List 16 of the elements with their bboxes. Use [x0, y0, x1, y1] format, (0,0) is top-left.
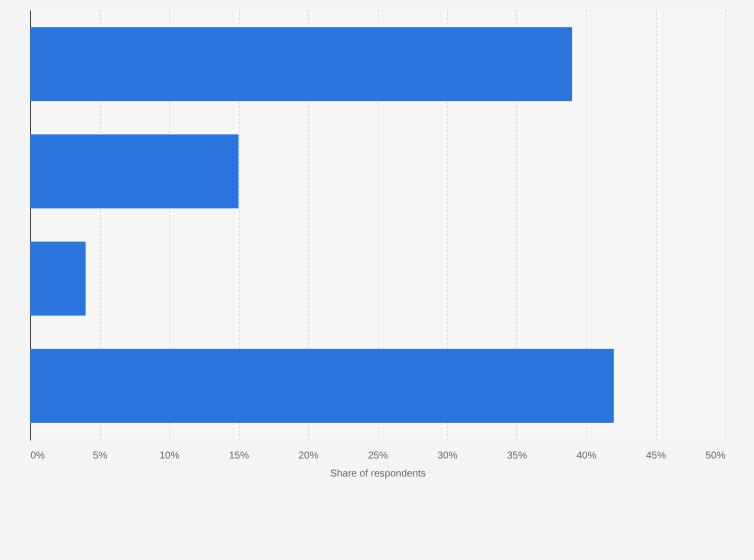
x-tick-label: 0% — [30, 450, 46, 462]
x-tick-label: 10% — [159, 450, 180, 462]
x-axis-title: Share of respondents — [330, 468, 426, 480]
x-tick-label: 30% — [437, 450, 458, 462]
x-tick-label: 40% — [576, 450, 597, 462]
x-tick-label: 25% — [368, 450, 388, 462]
x-tick-label: 5% — [92, 450, 108, 462]
x-tick-label: 15% — [228, 450, 250, 462]
x-tick-label: 35% — [506, 450, 528, 462]
bar — [30, 134, 238, 208]
x-tick-label: 50% — [705, 450, 726, 462]
x-tick-label: 45% — [646, 450, 666, 462]
bar — [30, 242, 86, 316]
x-tick-label: 20% — [298, 450, 319, 462]
bar — [30, 348, 614, 423]
bar — [30, 27, 572, 102]
